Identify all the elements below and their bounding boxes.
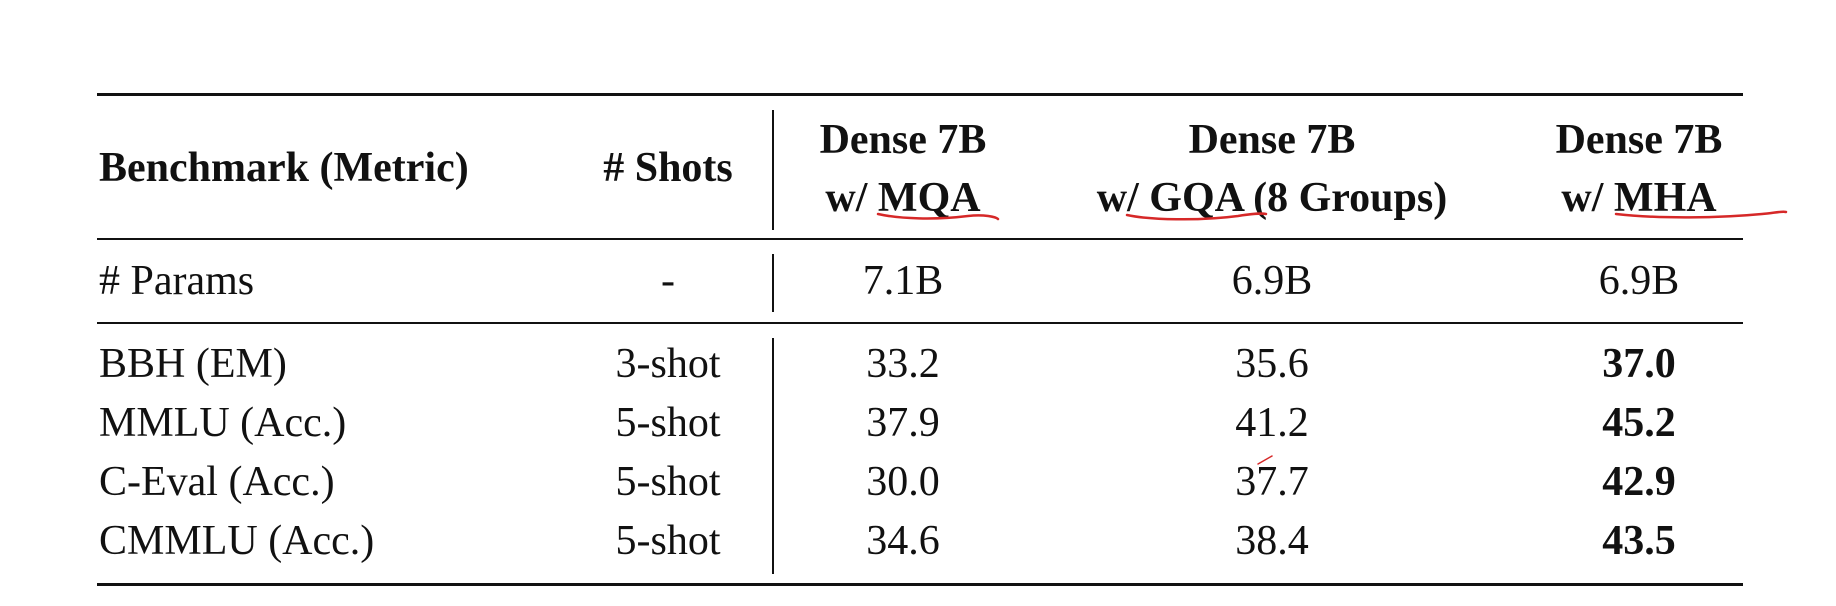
header-mqa-line2: w/ MQA: [825, 170, 980, 226]
header-benchmark: Benchmark (Metric): [99, 145, 469, 191]
row-mmlu-mqa: 37.9: [866, 400, 940, 446]
table-top-rule: [97, 93, 1743, 96]
header-gqa-line2: w/ GQA (8 Groups): [1097, 170, 1447, 226]
row-ceval-mqa: 30.0: [866, 459, 940, 505]
header-gqa-prefix: w/: [1096, 175, 1150, 221]
table-bottom-rule: [97, 583, 1743, 586]
row-ceval-shots: 5-shot: [615, 459, 721, 505]
row-ceval-gqa: 37.7: [1235, 459, 1309, 505]
row-bbh-benchmark: BBH (EM): [99, 341, 287, 387]
body-column-separator: [772, 338, 774, 574]
header-gqa-line1: Dense 7B: [1188, 117, 1356, 163]
header-mqa-prefix: w/: [825, 175, 878, 221]
params-bottom-rule: [97, 322, 1743, 324]
row-ceval-mha: 42.9: [1602, 459, 1676, 505]
header-mha-key: MHA: [1613, 175, 1717, 221]
header-bottom-rule: [97, 238, 1743, 240]
params-gqa: 6.9B: [1231, 258, 1313, 304]
header-mha-line2: w/ MHA: [1561, 170, 1716, 226]
params-mqa: 7.1B: [862, 258, 944, 304]
header-gqa-suffix: (8 Groups): [1242, 175, 1448, 221]
header-gqa-key: GQA: [1149, 175, 1243, 221]
row-cmmlu-mha: 43.5: [1602, 518, 1676, 564]
row-bbh-shots: 3-shot: [615, 341, 721, 387]
row-cmmlu-shots: 5-shot: [615, 518, 721, 564]
header-column-separator: [772, 110, 774, 230]
header-mha-line1: Dense 7B: [1555, 117, 1723, 163]
row-bbh-mqa: 33.2: [866, 341, 940, 387]
row-cmmlu-gqa: 38.4: [1235, 518, 1309, 564]
params-column-separator: [772, 254, 774, 312]
row-ceval-benchmark: C-Eval (Acc.): [99, 459, 335, 505]
row-mmlu-gqa: 41.2: [1235, 400, 1309, 446]
header-shots: # Shots: [603, 145, 733, 191]
row-mmlu-shots: 5-shot: [615, 400, 721, 446]
header-mha-prefix: w/: [1561, 175, 1614, 221]
params-mha: 6.9B: [1598, 258, 1680, 304]
header-mqa-key: MQA: [877, 175, 981, 221]
row-mmlu-benchmark: MMLU (Acc.): [99, 400, 347, 446]
row-bbh-mha: 37.0: [1602, 341, 1676, 387]
row-mmlu-mha: 45.2: [1602, 400, 1676, 446]
row-cmmlu-mqa: 34.6: [866, 518, 940, 564]
row-bbh-gqa: 35.6: [1235, 341, 1309, 387]
header-mqa-line1: Dense 7B: [819, 117, 987, 163]
params-label: # Params: [99, 258, 255, 304]
row-cmmlu-benchmark: CMMLU (Acc.): [99, 518, 375, 564]
params-shots: -: [661, 258, 675, 304]
